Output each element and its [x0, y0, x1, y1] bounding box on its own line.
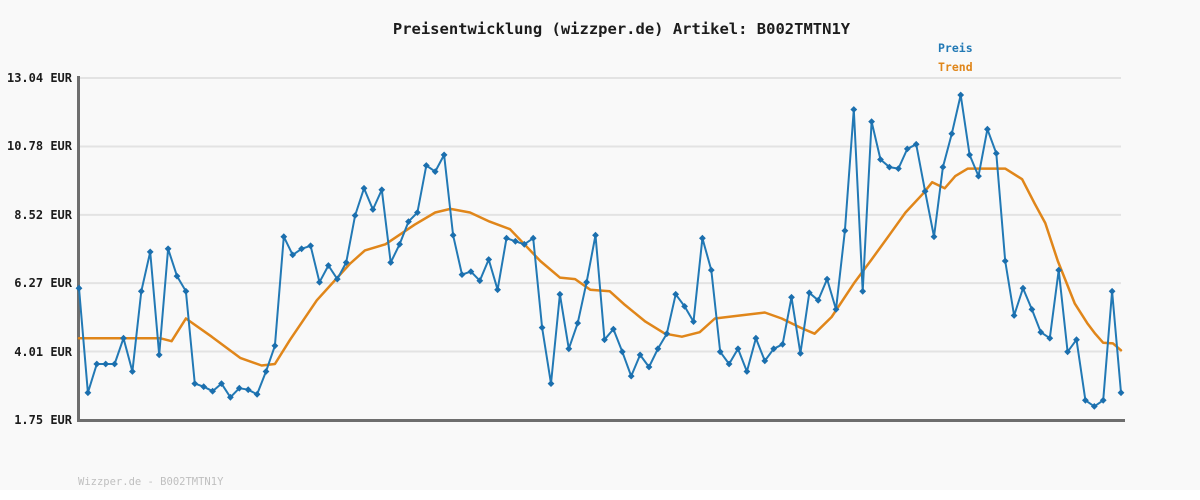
legend-entry-preis: Preis — [938, 41, 973, 55]
y-axis-tick-label: 8.52 EUR — [14, 207, 72, 222]
y-axis-tick-label: 4.01 EUR — [14, 344, 72, 359]
preis-line — [78, 94, 1122, 408]
trend-line — [77, 167, 1123, 367]
chart-title: Preisentwicklung (wizzper.de) Artikel: B… — [392, 20, 851, 38]
y-axis-tick-label: 10.78 EUR — [6, 139, 72, 154]
chart-footer-watermark: Wizzper.de - B002TMTN1Y — [78, 476, 224, 488]
y-axis-tick-label: 1.75 EUR — [14, 413, 72, 427]
y-axis-tick-label: 6.27 EUR — [14, 276, 72, 291]
legend-entry-trend: Trend — [938, 60, 973, 74]
y-axis-tick-label: 13.04 EUR — [6, 71, 72, 85]
